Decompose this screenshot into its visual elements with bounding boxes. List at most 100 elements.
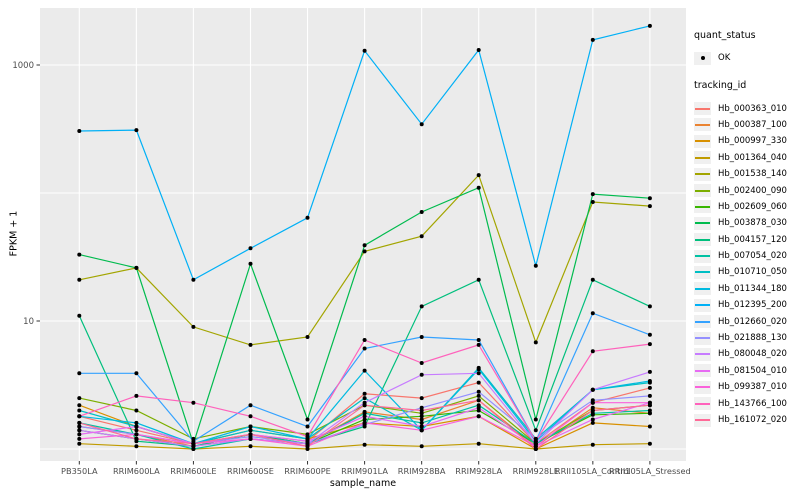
data-point bbox=[77, 424, 82, 429]
data-point bbox=[590, 417, 595, 422]
data-point bbox=[476, 185, 481, 190]
legend-label: Hb_001364_040 bbox=[718, 152, 787, 163]
data-point bbox=[77, 441, 82, 446]
legend-key bbox=[694, 282, 711, 296]
legend-item-Hb_010710_050: Hb_010710_050 bbox=[694, 264, 800, 280]
legend-key bbox=[694, 347, 711, 361]
data-point bbox=[590, 349, 595, 354]
legend-item-Hb_081504_010: Hb_081504_010 bbox=[694, 363, 800, 379]
line-swatch-icon bbox=[695, 107, 710, 110]
data-point bbox=[476, 389, 481, 394]
data-point bbox=[476, 371, 481, 376]
data-point bbox=[362, 391, 367, 396]
legend: quant_status OK tracking_id Hb_000363_01… bbox=[694, 30, 800, 428]
data-point bbox=[647, 196, 652, 201]
y-axis-title: FPKM + 1 bbox=[8, 210, 20, 257]
legend-label: Hb_000363_010 bbox=[718, 103, 787, 114]
legend-label: Hb_021888_130 bbox=[718, 333, 787, 344]
data-point bbox=[248, 436, 253, 441]
data-point bbox=[533, 439, 538, 444]
data-point bbox=[590, 192, 595, 197]
data-point bbox=[419, 420, 424, 425]
data-point bbox=[419, 122, 424, 127]
line-swatch-icon bbox=[695, 304, 710, 307]
data-point bbox=[134, 265, 139, 270]
data-point bbox=[590, 37, 595, 42]
legend-key bbox=[694, 265, 711, 279]
legend-tracking-id-title: tracking_id bbox=[694, 80, 747, 92]
legend-label: Hb_143766_100 bbox=[718, 398, 787, 409]
data-point bbox=[419, 372, 424, 377]
data-point bbox=[191, 277, 196, 282]
line-swatch-icon bbox=[695, 189, 710, 192]
legend-key bbox=[694, 315, 711, 329]
legend-tracking-id: tracking_id Hb_000363_010 Hb_000387_100 Hb… bbox=[694, 80, 800, 428]
data-point bbox=[647, 304, 652, 309]
legend-key bbox=[694, 200, 711, 214]
line-swatch-icon bbox=[695, 419, 710, 421]
legend-key bbox=[694, 134, 711, 148]
data-point bbox=[248, 403, 253, 408]
legend-key bbox=[694, 380, 711, 394]
data-point bbox=[647, 342, 652, 347]
legend-label: Hb_007054_020 bbox=[718, 251, 787, 262]
data-point bbox=[362, 249, 367, 254]
data-point bbox=[305, 417, 310, 422]
data-point bbox=[647, 23, 652, 28]
line-swatch-icon bbox=[695, 255, 710, 258]
line-swatch-icon bbox=[695, 320, 710, 323]
legend-key bbox=[694, 331, 711, 345]
data-point bbox=[647, 369, 652, 374]
data-point bbox=[476, 380, 481, 385]
data-point bbox=[134, 420, 139, 425]
data-point bbox=[419, 417, 424, 422]
y-tick-label: 1000 bbox=[12, 61, 34, 71]
legend-label: Hb_081504_010 bbox=[718, 365, 787, 376]
data-point bbox=[362, 346, 367, 351]
data-point bbox=[419, 408, 424, 413]
data-point bbox=[647, 204, 652, 209]
data-point bbox=[134, 444, 139, 449]
data-point bbox=[305, 215, 310, 220]
legend-label: Hb_012660_020 bbox=[718, 316, 787, 327]
legend-item-Hb_000387_100: Hb_000387_100 bbox=[694, 117, 800, 133]
data-point bbox=[647, 424, 652, 429]
data-point bbox=[362, 243, 367, 248]
data-point bbox=[476, 48, 481, 52]
data-point bbox=[77, 313, 82, 318]
data-point bbox=[134, 436, 139, 441]
data-point bbox=[305, 434, 310, 439]
legend-label: Hb_000997_330 bbox=[718, 136, 787, 147]
data-point bbox=[134, 432, 139, 437]
legend-quant-status-title: quant_status bbox=[694, 30, 756, 41]
data-point bbox=[419, 210, 424, 214]
legend-label: Hb_000387_100 bbox=[718, 119, 787, 130]
legend-label: Hb_099387_010 bbox=[718, 382, 787, 393]
legend-key bbox=[694, 364, 711, 378]
line-swatch-icon bbox=[695, 173, 710, 176]
data-point bbox=[590, 200, 595, 204]
legend-item-Hb_161072_020: Hb_161072_020 bbox=[694, 412, 800, 428]
data-point bbox=[419, 424, 424, 429]
data-point bbox=[533, 447, 538, 451]
legend-item-Hb_099387_010: Hb_099387_010 bbox=[694, 379, 800, 395]
data-point bbox=[419, 234, 424, 239]
data-point bbox=[590, 442, 595, 447]
legend-item-Hb_001538_140: Hb_001538_140 bbox=[694, 166, 800, 182]
data-point bbox=[77, 371, 82, 376]
legend-label: Hb_080048_020 bbox=[718, 349, 787, 360]
legend-item-Hb_000997_330: Hb_000997_330 bbox=[694, 133, 800, 149]
data-point bbox=[533, 263, 538, 268]
line-swatch-icon bbox=[695, 156, 710, 159]
data-point bbox=[647, 385, 652, 390]
data-point bbox=[248, 444, 253, 449]
data-point bbox=[134, 371, 139, 376]
x-tick-label: RRIM928LA bbox=[455, 466, 502, 476]
data-point bbox=[134, 428, 139, 433]
legend-item-Hb_003878_030: Hb_003878_030 bbox=[694, 215, 800, 231]
data-point bbox=[533, 340, 538, 345]
data-point bbox=[134, 424, 139, 429]
data-point bbox=[533, 417, 538, 422]
data-point bbox=[476, 338, 481, 342]
data-point bbox=[362, 442, 367, 447]
